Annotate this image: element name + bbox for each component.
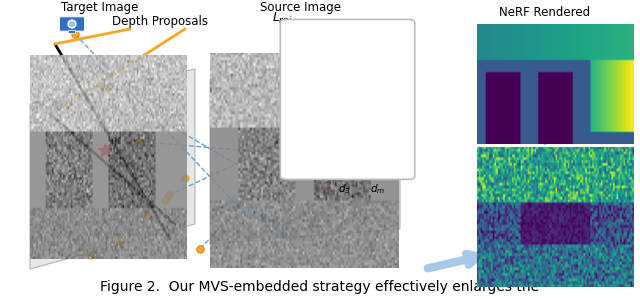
FancyBboxPatch shape <box>381 51 388 54</box>
Circle shape <box>382 41 388 47</box>
FancyBboxPatch shape <box>68 30 76 33</box>
Text: NeRF Rendered: NeRF Rendered <box>499 6 591 19</box>
Text: Source Image: Source Image <box>259 1 340 14</box>
Circle shape <box>69 21 75 27</box>
Text: Raw Argmin: Raw Argmin <box>509 262 580 275</box>
Polygon shape <box>30 69 195 269</box>
Text: Depth Proposals: Depth Proposals <box>112 14 208 28</box>
Text: $\hat{x}_3$: $\hat{x}_3$ <box>292 77 305 93</box>
Text: $\mathbf{x}$: $\mathbf{x}$ <box>112 134 122 147</box>
Text: $\hat{x}_6$: $\hat{x}_6$ <box>325 172 339 188</box>
Polygon shape <box>210 49 400 244</box>
FancyBboxPatch shape <box>60 17 84 31</box>
Text: $d_m$: $d_m$ <box>68 169 85 185</box>
Y-axis label: $L_{rpj}$: $L_{rpj}$ <box>272 10 292 27</box>
Circle shape <box>67 19 77 29</box>
FancyBboxPatch shape <box>372 37 397 51</box>
Text: Figure 2.  Our MVS-embedded strategy effectively enlarges the: Figure 2. Our MVS-embedded strategy effe… <box>100 280 540 294</box>
Text: Target Image: Target Image <box>61 1 139 14</box>
Circle shape <box>380 39 390 49</box>
